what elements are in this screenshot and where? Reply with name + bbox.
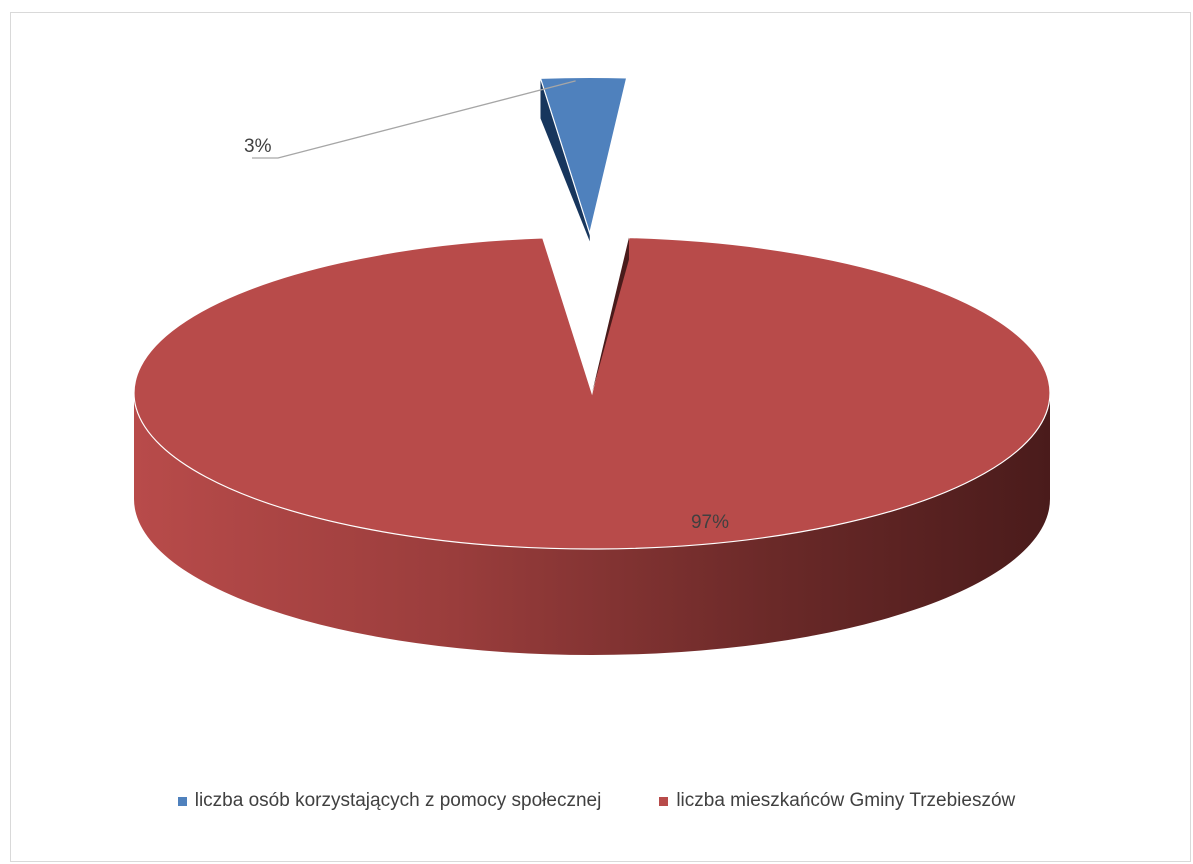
- legend-swatch-beneficiaries: [177, 796, 187, 806]
- legend-item-beneficiaries: liczba osób korzystających z pomocy społ…: [177, 790, 602, 812]
- pie-slice-residents-cut: [592, 237, 629, 393]
- legend: liczba osób korzystających z pomocy społ…: [0, 790, 1193, 812]
- legend-swatch-residents: [659, 796, 669, 806]
- pie-slice-beneficiaries-side: [540, 78, 590, 242]
- data-label-beneficiaries: 3%: [244, 136, 272, 157]
- leader-line-beneficiaries: [252, 80, 576, 159]
- pie-slice-residents-side: [134, 393, 1050, 655]
- pie-slice-residents: [133, 236, 1051, 550]
- legend-label-residents: liczba mieszkańców Gminy Trzebieszów: [676, 790, 1016, 811]
- data-label-residents: 97%: [691, 512, 729, 533]
- legend-label-beneficiaries: liczba osób korzystających z pomocy społ…: [194, 790, 602, 811]
- pie-slice-beneficiaries: [539, 76, 628, 236]
- legend-item-residents: liczba mieszkańców Gminy Trzebieszów: [659, 790, 1015, 812]
